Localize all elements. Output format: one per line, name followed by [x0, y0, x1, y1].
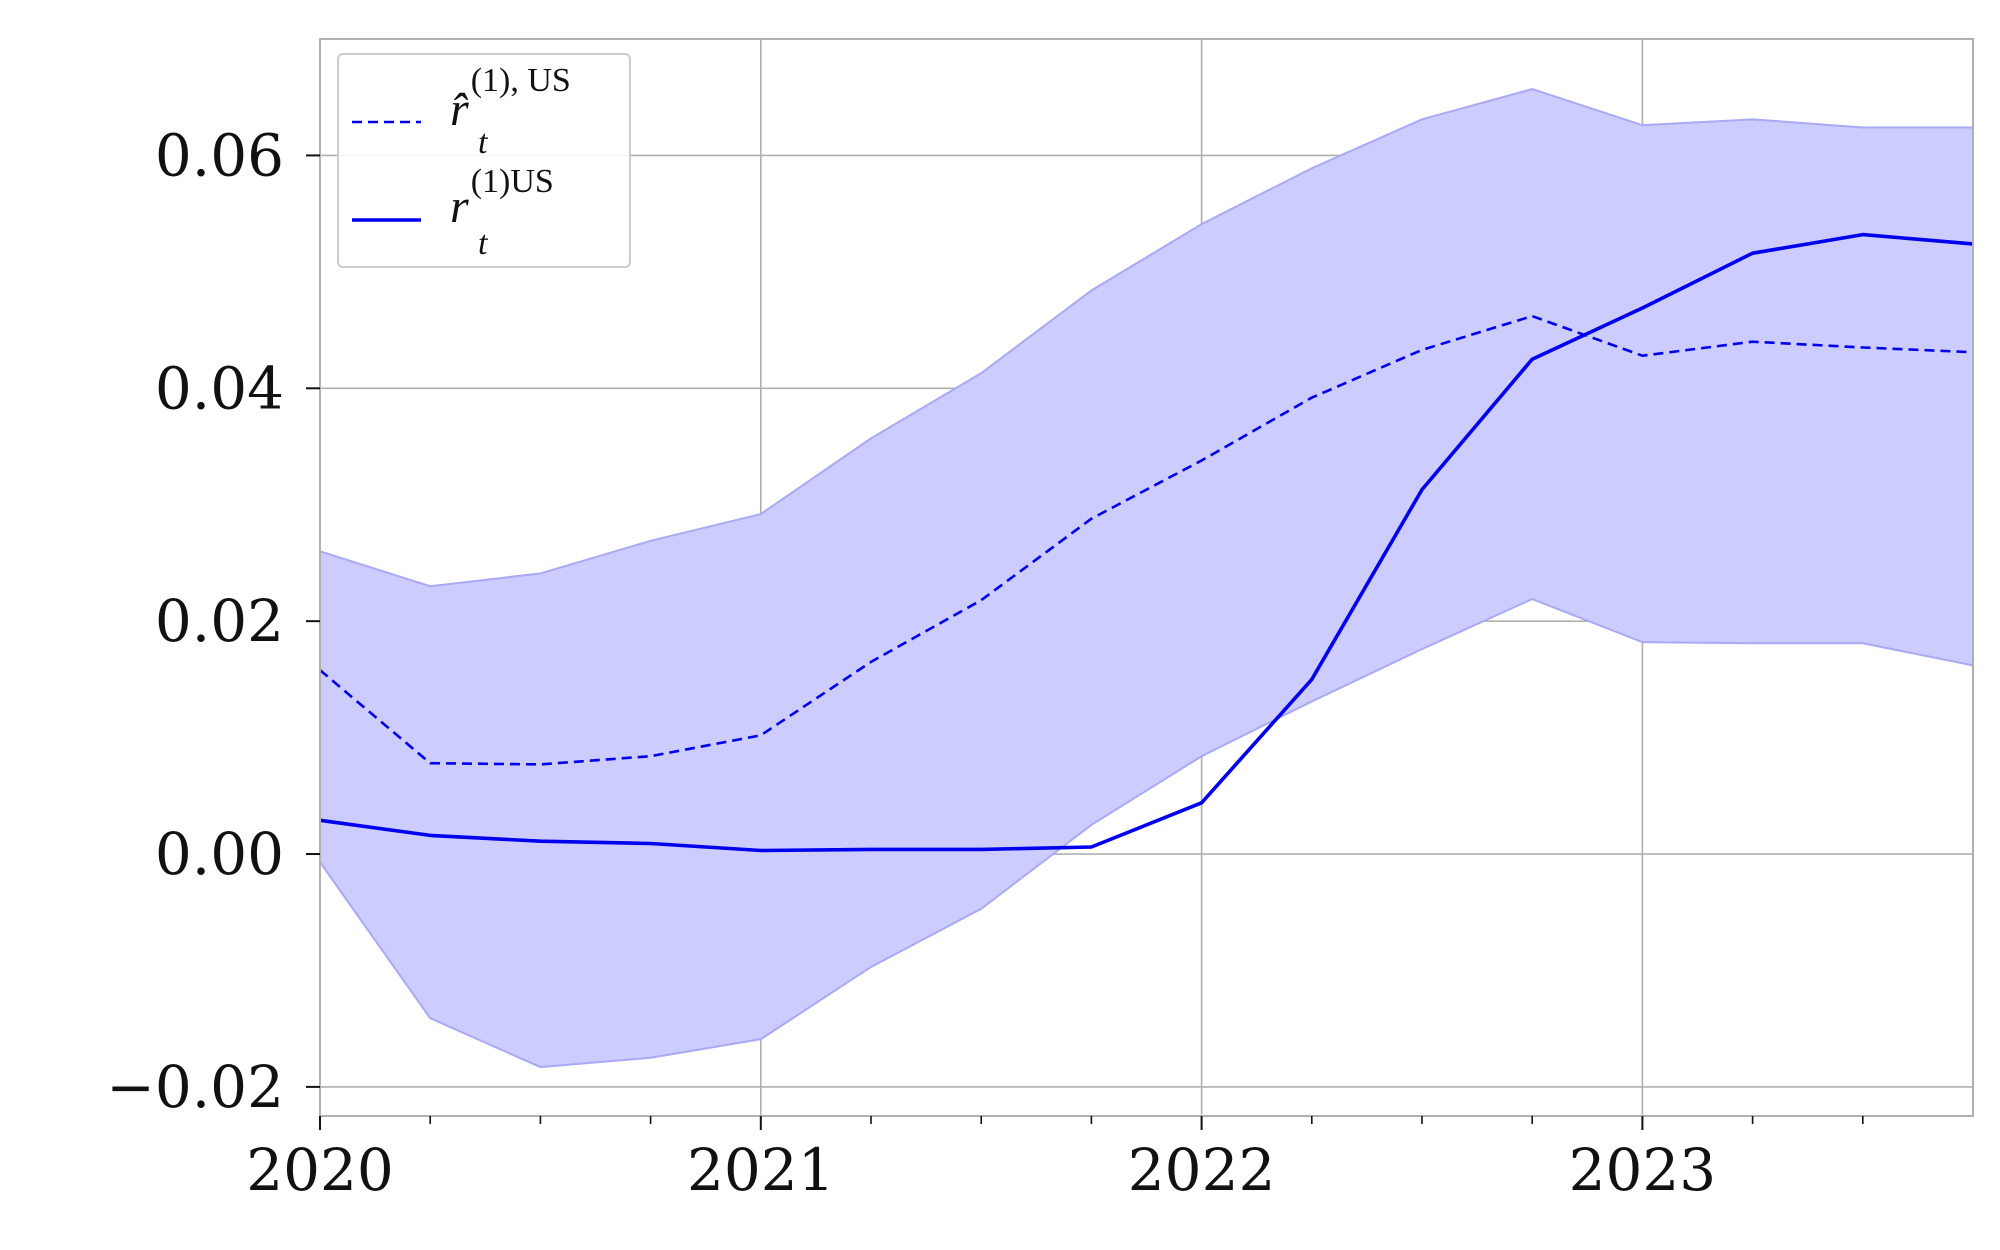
x-tick-label: 2023 [1569, 1136, 1717, 1204]
ticks: −0.02 0.00 0.02 0.04 0.06 2020 2021 2022 2023 [106, 121, 1864, 1204]
x-tick-label: 2020 [246, 1136, 394, 1204]
legend-label-predicted: r̂(1), US t [450, 62, 571, 161]
series-line-actual [319, 232, 1974, 853]
confidence-band [320, 89, 1973, 1068]
confidence-band-upper-edge [319, 88, 1973, 588]
y-tick-label: 0.04 [155, 354, 284, 422]
y-tick-label: −0.02 [106, 1053, 284, 1121]
y-tick-label: 0.06 [155, 121, 284, 189]
confidence-band-layer [319, 88, 1974, 1069]
series-layer [319, 232, 1974, 853]
x-tick-label: 2022 [1128, 1136, 1276, 1204]
legend-box [337, 53, 631, 268]
x-tick-label: 2021 [687, 1136, 835, 1204]
legend-label-actual: r(1)US t [450, 163, 554, 262]
legend: r̂(1), US t r(1)US t [337, 53, 631, 268]
plot-frame [319, 38, 1974, 1117]
confidence-band-lower-edge [319, 597, 1974, 1069]
y-tick-label: 0.02 [155, 587, 284, 655]
y-tick-label: 0.00 [155, 820, 284, 888]
series-line-predicted [319, 314, 1974, 766]
